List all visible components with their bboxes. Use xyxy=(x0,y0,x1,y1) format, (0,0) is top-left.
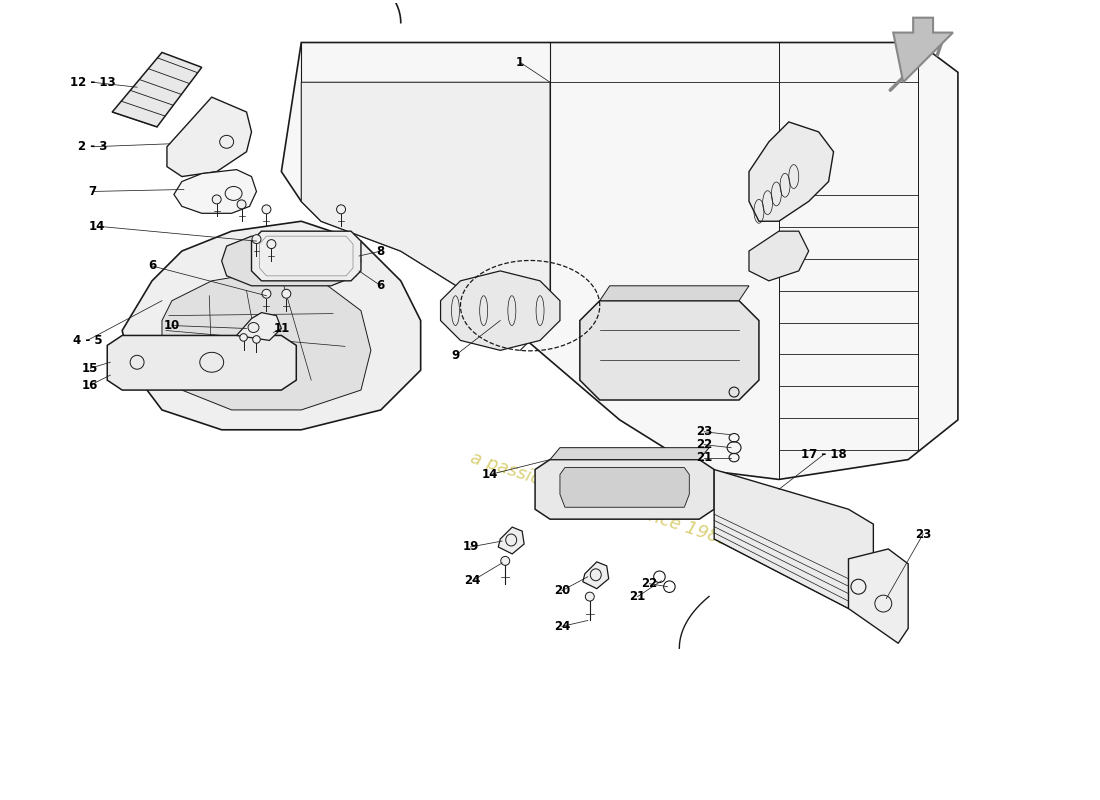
Ellipse shape xyxy=(238,200,246,209)
Text: 16: 16 xyxy=(82,378,99,392)
Text: 14: 14 xyxy=(89,220,106,233)
Ellipse shape xyxy=(262,290,271,298)
Polygon shape xyxy=(107,335,296,390)
Polygon shape xyxy=(236,313,282,341)
Text: 6: 6 xyxy=(147,259,156,273)
Polygon shape xyxy=(560,467,690,507)
Text: 2 - 3: 2 - 3 xyxy=(78,140,107,154)
Ellipse shape xyxy=(337,205,345,214)
Polygon shape xyxy=(749,231,808,281)
Text: 9: 9 xyxy=(451,349,460,362)
Text: 24: 24 xyxy=(553,620,570,633)
Ellipse shape xyxy=(212,195,221,204)
Polygon shape xyxy=(252,231,361,281)
Ellipse shape xyxy=(253,336,261,343)
Text: 20: 20 xyxy=(553,584,570,597)
Text: 21: 21 xyxy=(629,590,646,603)
Text: eurospares: eurospares xyxy=(483,274,816,426)
Text: 22: 22 xyxy=(696,438,713,451)
Ellipse shape xyxy=(851,579,866,594)
Ellipse shape xyxy=(252,234,261,243)
Text: 14: 14 xyxy=(482,468,498,481)
Polygon shape xyxy=(167,97,252,177)
Polygon shape xyxy=(848,549,909,643)
Polygon shape xyxy=(583,562,608,589)
Polygon shape xyxy=(580,301,759,400)
Ellipse shape xyxy=(500,557,509,566)
Text: 6: 6 xyxy=(376,279,385,292)
Polygon shape xyxy=(893,18,953,82)
Text: 11: 11 xyxy=(273,322,289,335)
Text: 21: 21 xyxy=(696,451,713,464)
Polygon shape xyxy=(112,53,201,127)
Text: 8: 8 xyxy=(376,245,385,258)
Polygon shape xyxy=(174,170,256,214)
Polygon shape xyxy=(282,42,958,479)
Text: 22: 22 xyxy=(641,578,658,590)
Polygon shape xyxy=(441,271,560,350)
Ellipse shape xyxy=(267,240,276,249)
Text: a passion for parts since 1985: a passion for parts since 1985 xyxy=(468,449,732,550)
Polygon shape xyxy=(749,122,834,222)
Ellipse shape xyxy=(232,339,241,348)
Polygon shape xyxy=(714,470,873,609)
Text: 4 - 5: 4 - 5 xyxy=(73,334,102,347)
Text: 7: 7 xyxy=(88,185,97,198)
Polygon shape xyxy=(122,222,420,430)
Text: 10: 10 xyxy=(164,319,180,332)
Ellipse shape xyxy=(240,334,248,342)
Text: 1: 1 xyxy=(516,56,525,69)
Text: 12 - 13: 12 - 13 xyxy=(69,76,116,89)
Text: 15: 15 xyxy=(82,362,99,374)
Polygon shape xyxy=(222,236,361,286)
Polygon shape xyxy=(535,459,714,519)
Polygon shape xyxy=(301,82,550,321)
Polygon shape xyxy=(550,448,710,459)
Ellipse shape xyxy=(282,290,290,298)
Text: 17 - 18: 17 - 18 xyxy=(801,448,847,461)
Text: 23: 23 xyxy=(696,426,713,438)
Ellipse shape xyxy=(262,205,271,214)
Ellipse shape xyxy=(585,592,594,601)
Text: 23: 23 xyxy=(915,527,932,541)
Polygon shape xyxy=(498,527,524,554)
Text: 19: 19 xyxy=(462,541,478,554)
Polygon shape xyxy=(600,286,749,301)
Ellipse shape xyxy=(248,341,256,350)
Text: 24: 24 xyxy=(464,574,481,587)
Polygon shape xyxy=(162,271,371,410)
